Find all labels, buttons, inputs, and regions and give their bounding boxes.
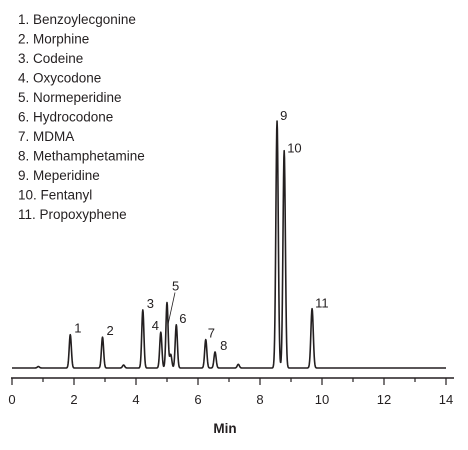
x-tick-label: 4 bbox=[132, 392, 139, 407]
peak-label: 8 bbox=[220, 338, 227, 353]
x-axis-title: Min bbox=[213, 421, 236, 436]
peak-label: 1 bbox=[74, 321, 81, 336]
x-axis-ticks: 0 2 4 6 8 10 12 14 bbox=[8, 378, 453, 407]
legend-item: 10. Fentanyl bbox=[18, 188, 92, 203]
legend-item: 11. Propoxyphene bbox=[18, 207, 127, 222]
x-tick-label: 2 bbox=[70, 392, 77, 407]
x-tick-label: 0 bbox=[8, 392, 15, 407]
x-tick-label: 14 bbox=[439, 392, 453, 407]
legend: 1. Benzoylecgonine 2. Morphine 3. Codeine 4… bbox=[18, 12, 145, 222]
peak-label: 9 bbox=[280, 108, 287, 123]
peak-label: 11 bbox=[315, 296, 329, 311]
legend-item: 5. Normeperidine bbox=[18, 90, 122, 105]
chromatogram-trace bbox=[11, 120, 447, 369]
legend-item: 9. Meperidine bbox=[18, 168, 100, 183]
x-tick-label: 6 bbox=[194, 392, 201, 407]
legend-item: 8. Methamphetamine bbox=[18, 149, 145, 164]
peak-5-leader-line bbox=[167, 292, 176, 325]
peak-label: 2 bbox=[107, 323, 114, 338]
peak-label: 10 bbox=[287, 141, 301, 156]
x-tick-label: 12 bbox=[377, 392, 391, 407]
peak-label: 6 bbox=[179, 311, 186, 326]
legend-item: 3. Codeine bbox=[18, 51, 83, 66]
legend-item: 7. MDMA bbox=[18, 129, 74, 144]
legend-item: 2. Morphine bbox=[18, 32, 89, 47]
peak-label: 3 bbox=[147, 296, 154, 311]
peak-labels: 1 2 3 4 5 6 78 9 10 11 bbox=[74, 108, 328, 353]
legend-item: 1. Benzoylecgonine bbox=[18, 12, 136, 27]
legend-item: 4. Oxycodone bbox=[18, 71, 101, 86]
x-tick-label: 8 bbox=[256, 392, 263, 407]
peak-label: 4 bbox=[152, 318, 159, 333]
x-tick-label: 10 bbox=[315, 392, 329, 407]
legend-item: 6. Hydrocodone bbox=[18, 110, 113, 125]
peak-label: 7 bbox=[208, 326, 215, 341]
peak-label: 5 bbox=[172, 279, 179, 294]
